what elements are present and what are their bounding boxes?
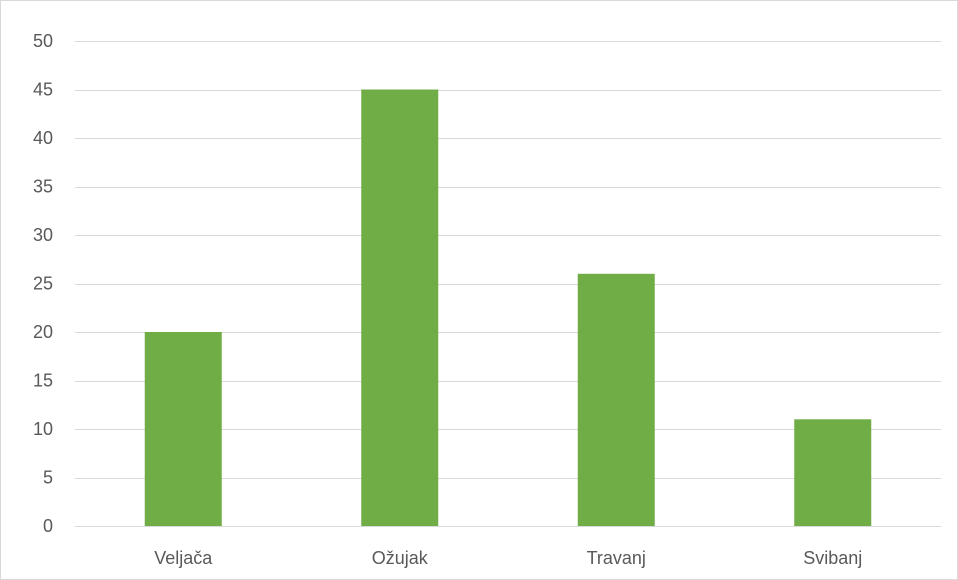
bar-ožujak (361, 89, 439, 526)
y-tick-label: 50 (33, 31, 53, 51)
y-tick-label: 45 (33, 80, 53, 100)
x-category-label: Ožujak (372, 548, 429, 568)
y-axis-tick-labels: 0 5 10 15 20 25 30 35 40 45 50 (33, 31, 53, 536)
x-category-label: Veljača (154, 548, 213, 568)
x-axis-category-labels: Veljača Ožujak Travanj Svibanj (154, 548, 862, 568)
y-tick-label: 15 (33, 371, 53, 391)
x-category-label: Travanj (587, 548, 646, 568)
bar-svibanj (794, 419, 872, 526)
y-tick-label: 25 (33, 274, 53, 294)
y-tick-label: 40 (33, 128, 53, 148)
bar-veljača (144, 332, 222, 526)
y-tick-label: 5 (43, 468, 53, 488)
y-tick-label: 35 (33, 177, 53, 197)
x-category-label: Svibanj (803, 548, 862, 568)
y-tick-label: 30 (33, 225, 53, 245)
y-tick-label: 20 (33, 322, 53, 342)
bars (144, 89, 872, 526)
bar-travanj (577, 273, 655, 526)
y-tick-label: 10 (33, 419, 53, 439)
y-tick-label: 0 (43, 516, 53, 536)
